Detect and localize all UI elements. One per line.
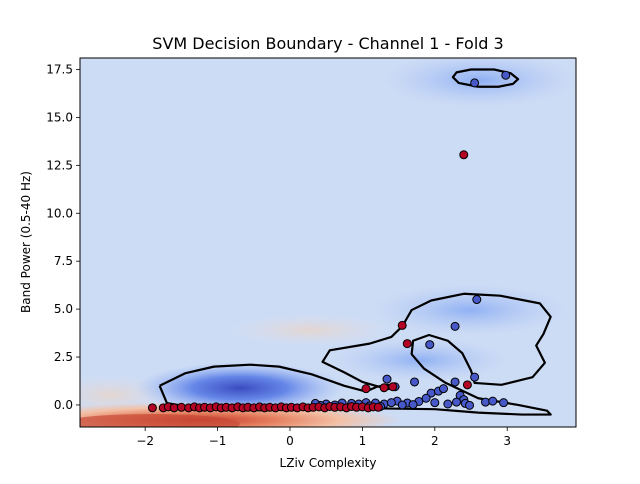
scatter-point (361, 384, 371, 394)
plot-frame (79, 57, 577, 428)
scatter-point (421, 393, 431, 403)
scatter-point (408, 400, 418, 410)
y-axis-label: Band Power (0.5-40 Hz) (19, 171, 33, 313)
scatter-point (450, 321, 460, 331)
scatter-point (465, 400, 475, 410)
x-tick-label: 3 (503, 434, 511, 448)
scatter-point (425, 340, 435, 350)
scatter-point (438, 384, 448, 394)
y-axis-ticks: 0.0 2.5 5.0 7.5 10.0 12.5 15.0 17.5 (46, 63, 80, 412)
x-tick-label: 2 (431, 434, 439, 448)
scatter-point (386, 398, 396, 408)
scatter-point (470, 78, 480, 88)
scatter-point (397, 400, 407, 410)
y-tick-label: 7.5 (54, 254, 73, 268)
scatter-point (397, 320, 407, 330)
scatter-points-group (147, 70, 511, 413)
x-tick-label: −1 (209, 434, 227, 448)
scatter-point (459, 150, 469, 160)
scatter-point (472, 295, 482, 305)
x-axis-label: LZiv Complexity (280, 456, 377, 470)
y-tick-label: 17.5 (46, 63, 73, 77)
y-tick-label: 5.0 (54, 302, 73, 316)
x-tick-label: 0 (286, 434, 294, 448)
decision-boundary-line (451, 68, 520, 88)
chart-title: SVM Decision Boundary - Channel 1 - Fold… (152, 34, 503, 53)
scatter-point (402, 339, 412, 349)
scatter-point (501, 70, 511, 80)
scatter-point (430, 398, 440, 408)
y-tick-label: 10.0 (46, 206, 73, 220)
scatter-point (147, 403, 157, 413)
decision-field (80, 58, 576, 427)
y-tick-label: 0.0 (54, 398, 73, 412)
scatter-point (450, 377, 460, 387)
scatter-point (499, 398, 509, 408)
y-tick-label: 12.5 (46, 158, 73, 172)
scatter-point (452, 397, 462, 407)
scatter-point (379, 383, 389, 393)
scatter-point (388, 382, 398, 392)
scatter-point (373, 402, 383, 412)
x-tick-label: 1 (359, 434, 367, 448)
scatter-point (480, 397, 490, 407)
x-tick-label: −2 (136, 434, 154, 448)
scatter-point (382, 374, 392, 384)
scatter-point (488, 396, 498, 406)
x-axis-ticks: −2 −1 0 1 2 3 (136, 427, 511, 448)
scatter-point (410, 377, 420, 387)
scatter-point (462, 380, 472, 390)
scatter-point (443, 399, 453, 409)
scatter-point (470, 372, 480, 382)
y-tick-label: 15.0 (46, 110, 73, 124)
y-tick-label: 2.5 (54, 350, 73, 364)
